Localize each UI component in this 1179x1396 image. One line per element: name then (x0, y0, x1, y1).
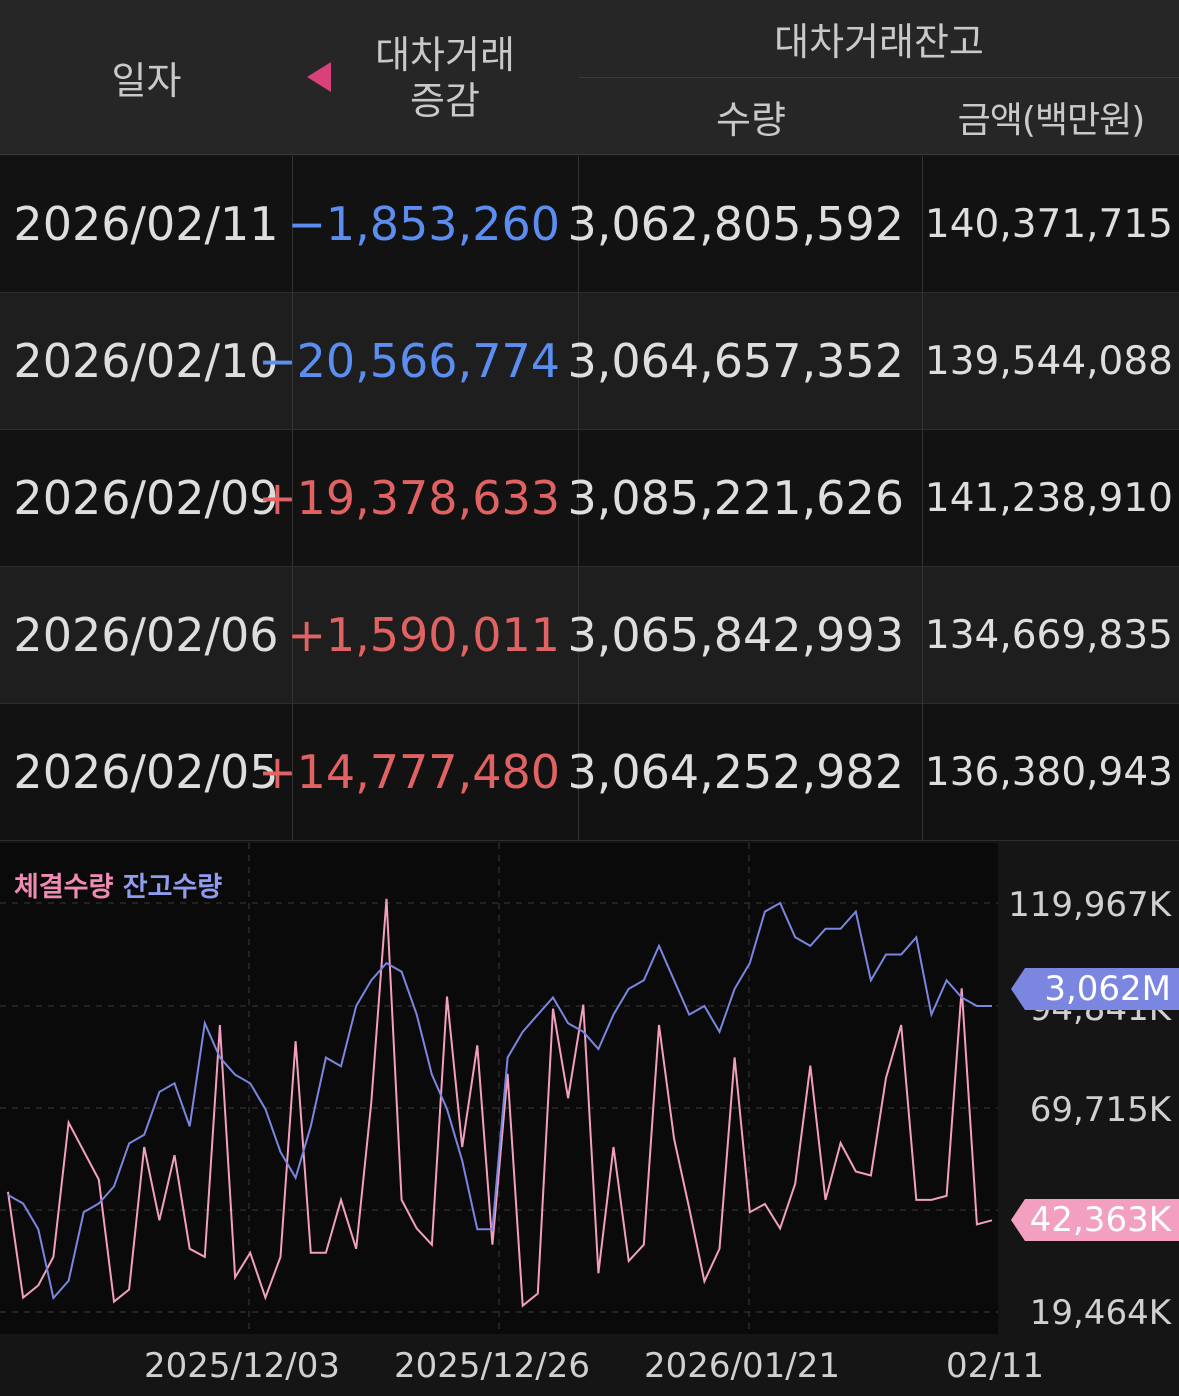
y-axis-label: 69,715K (1029, 1090, 1171, 1130)
row-amount: 136,380,943 (924, 749, 1173, 795)
balance-last-value-tag: 3,062M (1011, 968, 1179, 1010)
row-quantity: 3,062,805,592 (567, 156, 923, 292)
legend-balance: 잔고수량 (122, 872, 223, 903)
row-amount: 134,669,835 (924, 612, 1173, 658)
header-date[interactable]: 일자 (111, 59, 182, 103)
row-change: +14,777,480 (258, 704, 579, 840)
y-axis-label: 19,464K (1029, 1293, 1171, 1333)
y-axis-label: 119,967K (1008, 885, 1171, 925)
trade-last-value-tag: 42,363K (1011, 1199, 1179, 1241)
row-quantity: 3,065,842,993 (567, 567, 923, 703)
row-quantity: 3,064,252,982 (567, 704, 923, 840)
table-header: 일자 대차거래 증감 대차거래잔고 수량 금액(백만원) (0, 0, 1179, 155)
collapse-left-arrow-icon[interactable] (307, 62, 331, 92)
row-amount: 140,371,715 (924, 201, 1173, 247)
table-row[interactable]: 2026/02/09 +19,378,633 3,085,221,626 141… (0, 430, 1179, 567)
x-axis-label: 2025/12/03 (144, 1346, 340, 1386)
x-axis-label: 2025/12/26 (394, 1346, 590, 1386)
row-change: −20,566,774 (258, 293, 579, 429)
row-date: 2026/02/09 (0, 430, 293, 566)
row-change: −1,853,260 (287, 156, 579, 292)
row-amount: 141,238,910 (924, 475, 1173, 521)
row-change: +19,378,633 (258, 430, 579, 566)
chart-legend: 체결수량 잔고수량 (14, 865, 222, 904)
table-row[interactable]: 2026/02/05 +14,777,480 3,064,252,982 136… (0, 704, 1179, 841)
row-date: 2026/02/10 (0, 293, 293, 429)
row-quantity: 3,085,221,626 (567, 430, 923, 566)
x-axis-label: 02/11 (946, 1346, 1044, 1386)
line-chart[interactable] (0, 843, 1179, 1396)
row-date: 2026/02/05 (0, 704, 293, 840)
x-axis-label: 2026/01/21 (644, 1346, 840, 1386)
row-quantity: 3,064,657,352 (567, 293, 923, 429)
header-balance-group: 대차거래잔고 (579, 0, 1179, 78)
table-row[interactable]: 2026/02/10 −20,566,774 3,064,657,352 139… (0, 293, 1179, 430)
table-row[interactable]: 2026/02/06 +1,590,011 3,065,842,993 134,… (0, 567, 1179, 704)
row-date: 2026/02/11 (0, 156, 293, 292)
series-line-balance (7, 901, 992, 1301)
table-body: 2026/02/11 −1,853,260 3,062,805,592 140,… (0, 156, 1179, 841)
chart-panel[interactable]: 체결수량 잔고수량 119,967K 94,841K 69,715K 19,46… (0, 843, 1179, 1396)
header-amount[interactable]: 금액(백만원) (957, 99, 1146, 141)
legend-trade: 체결수량 (14, 872, 114, 903)
header-change-label: 대차거래 증감 (375, 32, 515, 123)
series-line-trade (7, 898, 993, 1308)
table-row[interactable]: 2026/02/11 −1,853,260 3,062,805,592 140,… (0, 156, 1179, 293)
row-amount: 139,544,088 (924, 338, 1173, 384)
row-date: 2026/02/06 (0, 567, 293, 703)
header-change[interactable]: 대차거래 증감 (293, 0, 579, 155)
header-quantity[interactable]: 수량 (716, 98, 786, 142)
row-change: +1,590,011 (287, 567, 579, 703)
